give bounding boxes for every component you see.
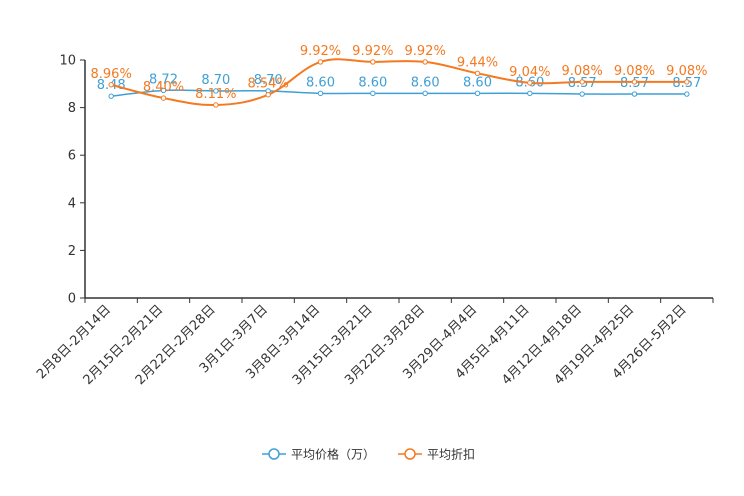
data-label: 8.72: [149, 72, 178, 87]
data-label: 9.08%: [614, 64, 655, 79]
data-label: 9.08%: [666, 64, 707, 79]
data-point: [474, 70, 481, 77]
series-1: 8.488.728.708.708.608.608.608.608.608.57…: [97, 72, 701, 99]
data-label: 8.40%: [143, 80, 184, 95]
data-point: [370, 59, 376, 65]
data-point: [527, 90, 533, 97]
data-point: [317, 90, 324, 97]
data-label: 8.70: [201, 73, 230, 88]
legend-marker: [268, 448, 280, 460]
data-label: 8.60: [306, 75, 335, 90]
data-point: [422, 59, 428, 65]
data-point: [160, 95, 167, 101]
series-line: [110, 58, 687, 107]
data-label: 9.04%: [509, 65, 550, 80]
y-tick-label: 0: [68, 292, 76, 307]
series-2: 8.96% 8.40% 8.11% 8.54% 9.92% 9.92% 9.92% 9.44%…: [91, 44, 707, 108]
data-point: [265, 92, 271, 98]
data-point: [160, 87, 167, 94]
data-point: [631, 91, 638, 97]
data-label: 9.44%: [457, 55, 498, 70]
data-point: [317, 59, 324, 65]
data-point: [684, 91, 690, 97]
data-label: 9.92%: [405, 44, 446, 59]
data-label: 9.08%: [562, 64, 603, 79]
series-line: [111, 89, 687, 97]
data-label: 8.60: [463, 75, 492, 90]
y-tick-label: 8: [68, 101, 76, 116]
data-point: [213, 88, 219, 94]
data-point: [108, 82, 114, 88]
data-label: 8.60: [358, 75, 387, 90]
y-tick-label: 4: [68, 196, 76, 211]
data-point: [579, 79, 585, 85]
y-tick-label: 2: [68, 244, 76, 259]
legend-label: 平均折扣: [427, 447, 475, 462]
legend-item-1: 平均价格（万）: [262, 447, 375, 462]
data-label: 8.11%: [195, 87, 236, 102]
data-point: [631, 79, 638, 85]
data-label: 8.96%: [91, 67, 132, 82]
data-label: 9.92%: [300, 44, 341, 59]
legend-item-2: 平均折扣: [398, 447, 475, 462]
data-point: [579, 91, 585, 97]
legend-label: 平均价格（万）: [291, 447, 375, 462]
data-point: [422, 90, 428, 97]
data-point: [108, 93, 114, 99]
data-point: [527, 80, 533, 86]
y-tick-label: 10: [59, 54, 76, 69]
data-point: [684, 79, 690, 85]
data-point: [213, 102, 219, 108]
data-point: [474, 90, 481, 97]
data-label: 9.92%: [352, 44, 393, 59]
legend-marker: [404, 448, 416, 460]
y-tick-label: 6: [68, 149, 76, 164]
data-label: 8.54%: [248, 77, 289, 92]
data-label: 8.70: [254, 73, 283, 88]
data-label: 8.60: [411, 75, 440, 90]
data-point: [370, 90, 376, 97]
